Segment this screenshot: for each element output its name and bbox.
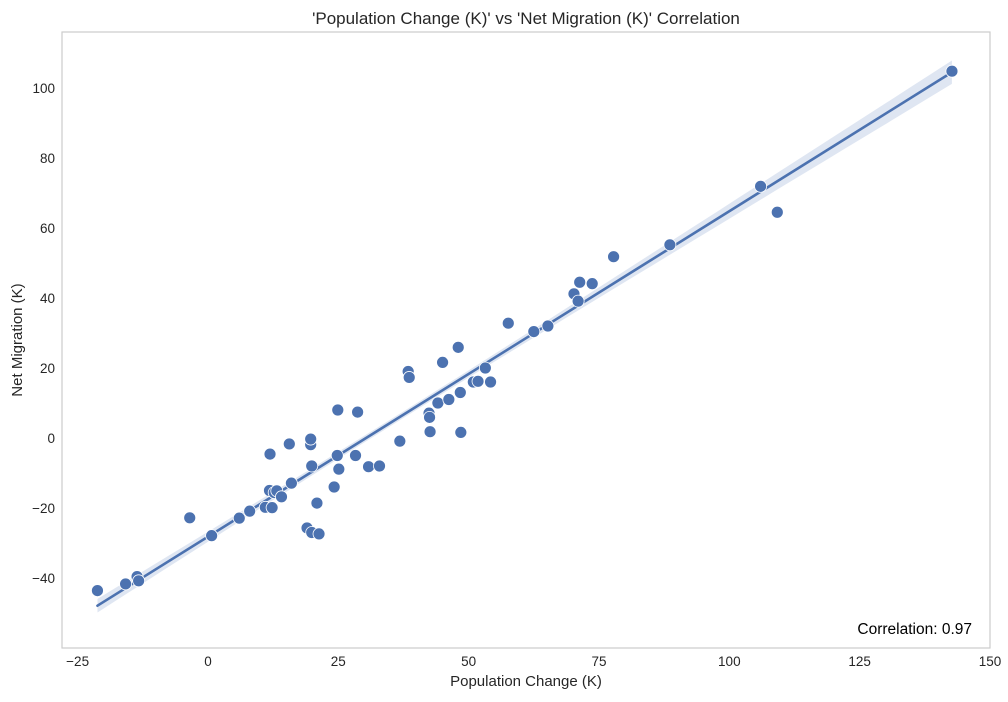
data-point bbox=[541, 319, 555, 333]
x-tick-label: 50 bbox=[461, 654, 476, 669]
data-point bbox=[119, 577, 133, 591]
data-point bbox=[585, 277, 599, 291]
y-tick-label: 0 bbox=[47, 431, 55, 446]
data-point bbox=[607, 250, 620, 264]
data-point bbox=[431, 396, 445, 410]
data-point bbox=[284, 476, 298, 490]
x-tick-label: 100 bbox=[718, 654, 741, 669]
data-point bbox=[304, 432, 318, 446]
data-point bbox=[132, 574, 146, 588]
data-point bbox=[501, 316, 515, 330]
data-point bbox=[471, 374, 485, 388]
data-point bbox=[263, 447, 277, 461]
data-point bbox=[423, 425, 437, 439]
x-tick-label: −25 bbox=[66, 654, 89, 669]
data-point bbox=[312, 527, 326, 541]
x-tick-label: 150 bbox=[979, 654, 1002, 669]
y-tick-label: 60 bbox=[40, 221, 55, 236]
data-point bbox=[442, 393, 456, 406]
x-axis-ticks: −25 0 25 50 75 100 125 150 bbox=[66, 654, 1001, 669]
data-point bbox=[451, 340, 465, 354]
data-point bbox=[770, 205, 784, 219]
data-point bbox=[205, 529, 219, 543]
y-tick-label: 40 bbox=[40, 291, 55, 306]
chart-title: 'Population Change (K)' vs 'Net Migratio… bbox=[312, 9, 740, 28]
data-point bbox=[484, 375, 497, 389]
data-point bbox=[573, 275, 587, 289]
data-point bbox=[91, 584, 104, 597]
data-point bbox=[362, 460, 375, 474]
y-tick-label: 80 bbox=[40, 151, 55, 166]
confidence-band-layer bbox=[97, 60, 952, 613]
data-point bbox=[349, 449, 362, 462]
data-point bbox=[436, 355, 449, 369]
y-tick-label: 100 bbox=[32, 81, 55, 96]
data-point bbox=[402, 371, 416, 384]
y-tick-label: −20 bbox=[32, 501, 55, 516]
data-point bbox=[331, 403, 345, 417]
data-point bbox=[310, 496, 324, 510]
data-point bbox=[527, 325, 541, 339]
data-point bbox=[754, 179, 768, 193]
data-point bbox=[232, 511, 246, 525]
data-point bbox=[351, 405, 365, 419]
data-point bbox=[282, 437, 296, 451]
x-tick-label: 0 bbox=[204, 654, 212, 669]
data-point bbox=[454, 425, 468, 439]
data-point bbox=[571, 294, 585, 308]
data-point bbox=[332, 462, 346, 476]
data-point bbox=[330, 449, 344, 462]
correlation-annotation: Correlation: 0.97 bbox=[857, 621, 972, 638]
x-tick-label: 75 bbox=[591, 654, 606, 669]
data-point bbox=[945, 64, 959, 78]
y-tick-label: −40 bbox=[32, 571, 55, 586]
y-axis-ticks: −40 −20 0 20 40 60 80 100 bbox=[32, 81, 55, 586]
data-point bbox=[663, 238, 677, 252]
x-tick-label: 25 bbox=[331, 654, 346, 669]
data-points-layer bbox=[91, 64, 959, 597]
data-point bbox=[275, 490, 288, 504]
x-axis-label: Population Change (K) bbox=[450, 673, 602, 690]
data-point bbox=[265, 501, 279, 515]
data-point bbox=[373, 459, 386, 473]
x-tick-label: 125 bbox=[848, 654, 871, 669]
data-point bbox=[183, 511, 197, 525]
data-point bbox=[243, 504, 257, 518]
y-axis-label: Net Migration (K) bbox=[9, 283, 26, 396]
y-tick-label: 20 bbox=[40, 361, 55, 376]
data-point bbox=[393, 434, 407, 448]
data-point bbox=[478, 361, 492, 375]
data-point bbox=[305, 459, 319, 473]
data-point bbox=[453, 386, 467, 399]
data-point bbox=[423, 410, 436, 424]
data-point bbox=[327, 480, 341, 494]
confidence-band bbox=[97, 60, 952, 613]
